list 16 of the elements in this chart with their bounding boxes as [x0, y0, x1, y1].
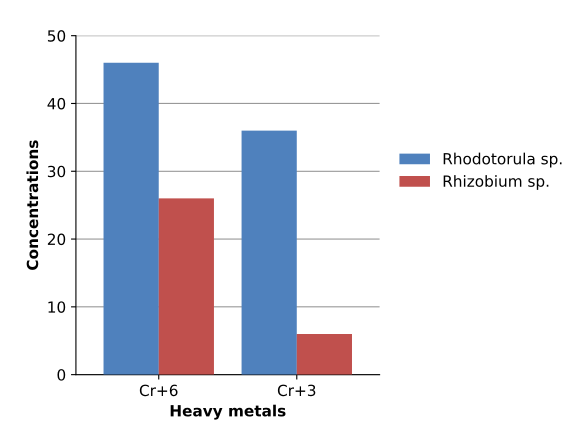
x-tick-label: Cr+3	[278, 384, 316, 396]
y-tick-label: 50	[48, 30, 66, 42]
bar	[158, 198, 214, 375]
bar	[296, 334, 352, 375]
legend-label: Rhizobium sp.	[444, 175, 548, 190]
bar	[242, 130, 297, 375]
y-tick-label: 0	[57, 369, 66, 381]
y-axis-title: Concentrations	[26, 140, 38, 270]
y-tick-label: 30	[48, 166, 66, 178]
y-tick-label: 40	[48, 98, 66, 110]
legend-label: Rhodotorula sp.	[444, 152, 562, 168]
y-tick-label: 10	[48, 301, 66, 313]
bar	[104, 62, 159, 375]
x-tick-label: Cr+6	[140, 384, 178, 396]
x-axis-title: Heavy metals	[170, 404, 286, 420]
y-tick-label: 20	[48, 234, 66, 246]
